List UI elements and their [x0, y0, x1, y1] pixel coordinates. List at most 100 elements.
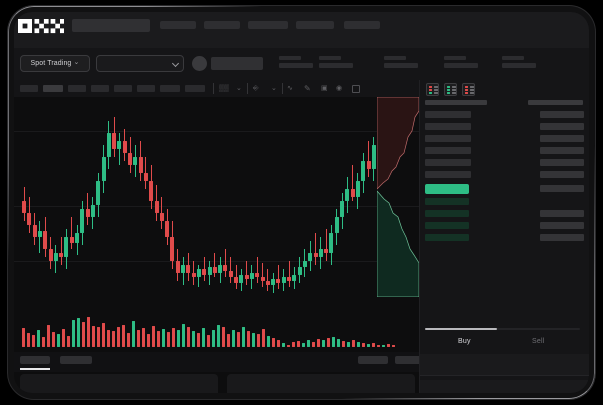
volume-bar [367, 344, 370, 347]
volume-bar [377, 344, 380, 347]
nav-item-3[interactable] [248, 21, 288, 29]
order-field-2[interactable] [420, 380, 589, 393]
volume-bar [277, 340, 280, 347]
order-field-1[interactable] [420, 354, 589, 376]
orderbook-ask-price[interactable] [425, 159, 471, 166]
orderbook-ask-price[interactable] [425, 147, 471, 154]
orderbook-col-header-size [528, 100, 583, 105]
spot-trading-dropdown[interactable]: Spot Trading ⌄ [20, 55, 90, 72]
candle-body [112, 133, 117, 149]
volume-bar [112, 331, 115, 347]
candle-body [260, 277, 265, 281]
orderbook-ask-size [540, 171, 584, 178]
candle-body [32, 225, 37, 237]
volume-bar [22, 328, 25, 347]
volume-bar [42, 336, 45, 347]
gridline-1 [14, 131, 419, 132]
volume-bar [357, 341, 360, 347]
line-tool-icon[interactable]: ∿ [287, 85, 293, 92]
orderbook-bid-size [540, 222, 584, 229]
orderbook-bid-price[interactable] [425, 234, 469, 241]
trading-pair-dropdown[interactable] [96, 55, 184, 72]
candle-wick [246, 261, 248, 285]
volume-bar [237, 332, 240, 347]
camera-icon[interactable]: ▣ [321, 85, 328, 92]
candle-body [324, 249, 329, 253]
volume-bar [222, 326, 225, 347]
okx-logo[interactable] [18, 18, 64, 34]
orderbook-ask-price[interactable] [425, 171, 471, 178]
gridline-3 [14, 261, 419, 262]
price-chart[interactable] [14, 97, 419, 307]
order-panel: Buy Sell [419, 80, 589, 393]
orderbook-col-header-price [425, 100, 487, 105]
timeframe-7[interactable] [160, 85, 180, 92]
bottom-tab-right-1[interactable] [358, 356, 388, 364]
candle-body [329, 233, 334, 253]
candle-body [191, 273, 196, 277]
settings-icon[interactable]: ◉ [336, 85, 343, 92]
orderbook-asks-icon[interactable] [462, 83, 475, 96]
candle-body [361, 161, 366, 181]
timeframe-6[interactable] [137, 85, 155, 92]
candle-wick [256, 257, 258, 283]
orderbook-ask-price[interactable] [425, 123, 471, 130]
chevron-down-icon [171, 59, 180, 68]
candle-wick [368, 141, 369, 177]
nav-item-2[interactable] [204, 21, 240, 29]
candle-body [371, 145, 376, 169]
tab-buy[interactable]: Buy [458, 338, 471, 345]
volume-bar [142, 328, 145, 347]
volume-bar [347, 342, 350, 347]
timeframe-3[interactable] [68, 85, 86, 92]
orderbook-bid-price[interactable] [425, 210, 469, 217]
timeframe-1[interactable] [20, 85, 38, 92]
bottom-tab-right-2[interactable] [395, 356, 425, 364]
fullscreen-icon[interactable] [352, 84, 360, 93]
volume-bar [337, 338, 340, 347]
orderbook-bids-icon[interactable] [444, 83, 457, 96]
orderbook-bid-price[interactable] [425, 198, 469, 205]
nav-item-4[interactable] [296, 21, 334, 29]
candle-wick [288, 261, 290, 287]
orderbook-bid-price[interactable] [425, 222, 469, 229]
indicators-icon[interactable]: ⎆ [253, 85, 259, 92]
candle-body [22, 201, 26, 213]
orderbook-ask-price[interactable] [425, 111, 471, 118]
bottom-panel-right [227, 374, 415, 393]
app-screen: Spot Trading ⌄ [14, 12, 589, 393]
candles-icon[interactable]: ▒▒ [219, 85, 229, 92]
nav-item-5[interactable] [344, 21, 380, 29]
pencil-icon[interactable]: ✎ [304, 84, 311, 93]
bottom-tab-1-active[interactable] [20, 356, 50, 364]
candle-body [228, 271, 233, 277]
volume-bar [387, 344, 390, 347]
orderbook-both-icon[interactable] [426, 83, 439, 96]
candle-body [271, 279, 276, 285]
orderbook-scrollbar[interactable] [425, 328, 580, 330]
nav-item-1[interactable] [160, 21, 196, 29]
ticker-stat-4 [444, 56, 478, 68]
volume-bar [262, 329, 265, 347]
orderbook-ask-price[interactable] [425, 135, 471, 142]
bottom-tab-2[interactable] [60, 356, 92, 364]
nav-item-active[interactable] [72, 19, 150, 32]
chevron-down-icon-1[interactable]: ⌄ [236, 85, 242, 92]
volume-bar [52, 332, 55, 347]
gridline-2 [14, 206, 419, 207]
timeframe-4[interactable] [91, 85, 109, 92]
timeframe-8[interactable] [185, 85, 205, 92]
ticker-stat-3 [384, 56, 418, 68]
timeframe-5[interactable] [114, 85, 132, 92]
volume-bar [172, 327, 175, 347]
candle-body [340, 201, 344, 217]
timeframe-2-active[interactable] [43, 85, 63, 92]
chevron-down-icon-2[interactable]: ⌄ [271, 85, 277, 92]
tab-sell[interactable]: Sell [532, 338, 545, 345]
candle-body [181, 265, 185, 273]
volume-bar [282, 343, 285, 347]
candle-body [101, 157, 106, 181]
volume-bar [162, 329, 165, 347]
candle-wick [230, 257, 232, 283]
ticker-bar: Spot Trading ⌄ [14, 48, 589, 80]
